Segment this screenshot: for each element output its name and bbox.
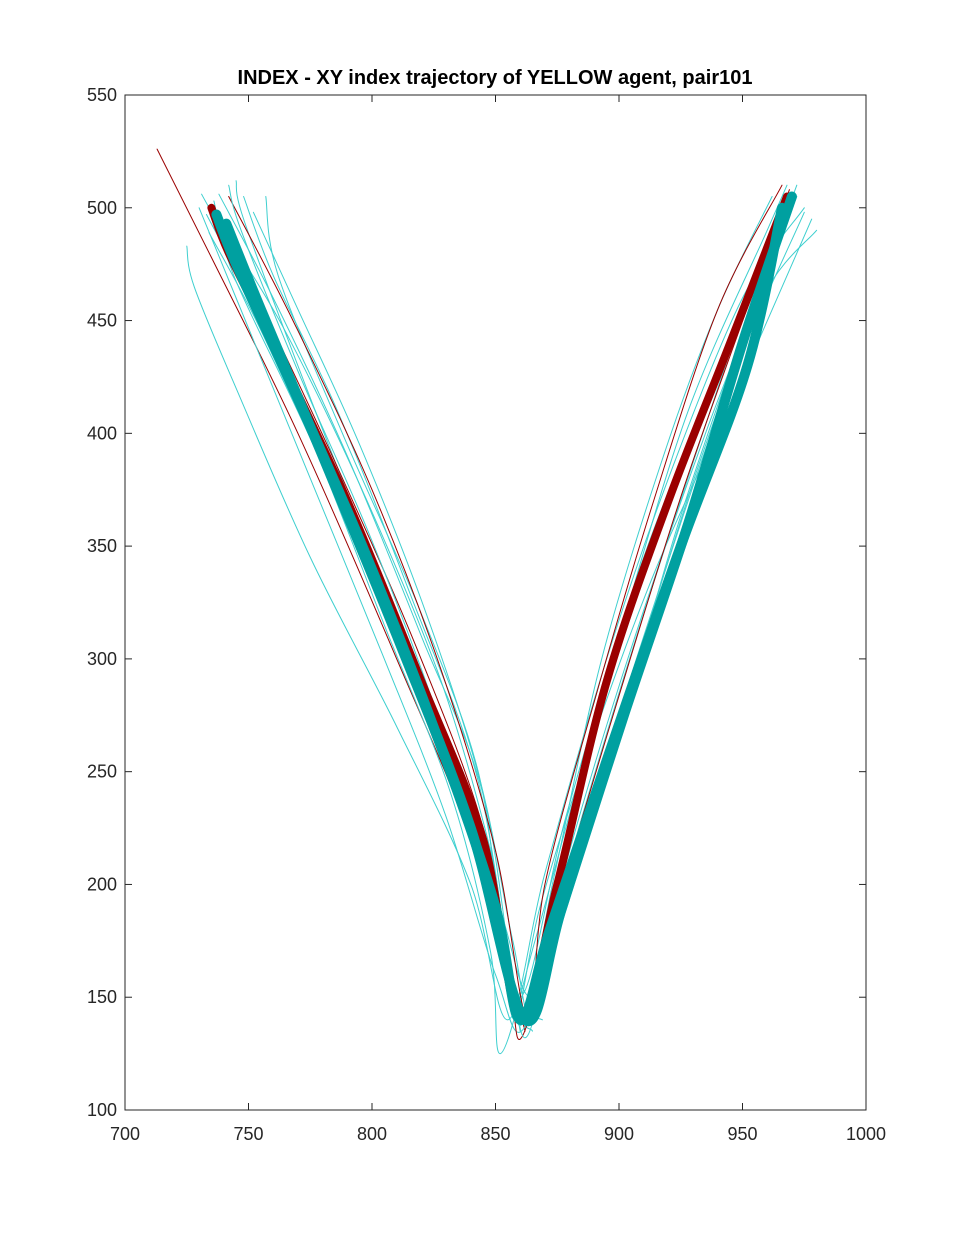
- y-tick-label: 150: [87, 987, 117, 1007]
- trial-trajectory-line-13: [218, 189, 790, 1041]
- y-axis: 100 150 200 250 300 350 400 450 500 550: [87, 85, 866, 1120]
- x-axis: 700 750 800 850 900 950 1000: [110, 95, 886, 1144]
- x-tick-label: 800: [357, 1124, 387, 1144]
- x-tick-label: 950: [727, 1124, 757, 1144]
- x-tick-label: 1000: [846, 1124, 886, 1144]
- x-tick-label: 750: [233, 1124, 263, 1144]
- y-tick-label: 350: [87, 536, 117, 556]
- trial-trajectory-line-10: [252, 211, 818, 1023]
- y-tick-label: 250: [87, 762, 117, 782]
- y-tick-label: 400: [87, 423, 117, 443]
- mean-trajectory-line-18: [221, 191, 797, 1027]
- trial-trajectory-line-2: [186, 207, 805, 1021]
- y-tick-label: 200: [87, 874, 117, 894]
- y-tick-label: 550: [87, 85, 117, 105]
- y-tick-label: 500: [87, 198, 117, 218]
- x-tick-label: 900: [604, 1124, 634, 1144]
- y-tick-label: 300: [87, 649, 117, 669]
- y-tick-label: 100: [87, 1100, 117, 1120]
- x-tick-label: 700: [110, 1124, 140, 1144]
- x-tick-label: 850: [480, 1124, 510, 1144]
- y-tick-label: 450: [87, 311, 117, 331]
- series-layer: [156, 148, 818, 1055]
- chart-title: INDEX - XY index trajectory of YELLOW ag…: [238, 67, 753, 89]
